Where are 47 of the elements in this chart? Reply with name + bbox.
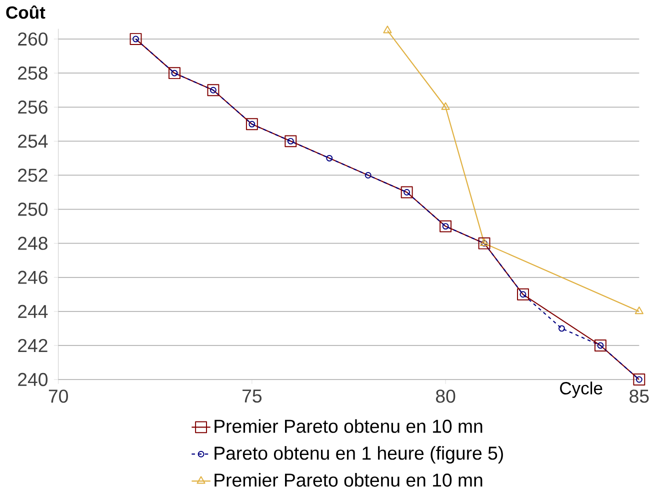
point (558, 325, 565, 332)
point (636, 376, 642, 383)
y-tick-label: 246 (18, 270, 48, 284)
point (400, 186, 413, 198)
point (130, 32, 142, 45)
y-tick-label: 256 (18, 100, 48, 114)
legend-label: Pareto obtenu en 1 heure (figure 5) (214, 446, 503, 464)
point (441, 102, 450, 110)
point (287, 138, 294, 144)
point (132, 36, 140, 42)
x-tick-label: 80 (436, 389, 456, 403)
y-tick-label: 244 (18, 304, 48, 318)
y-axis-title: Coût (6, 5, 46, 19)
point (478, 237, 490, 250)
point (404, 188, 410, 196)
point (440, 220, 452, 232)
point (284, 135, 297, 147)
x-axis-title: Cycle (560, 381, 602, 398)
y-tick-label: 248 (18, 236, 48, 250)
point (246, 118, 258, 130)
point (210, 86, 216, 94)
point (171, 70, 178, 76)
y-tick-label: 252 (18, 168, 48, 182)
point (442, 222, 449, 230)
y-tick-label: 260 (18, 32, 48, 46)
y-tick-label: 250 (18, 202, 48, 216)
x-tick-label: 70 (48, 389, 68, 403)
point (634, 306, 644, 314)
y-tick-label: 254 (18, 134, 48, 148)
point (597, 342, 604, 349)
point (248, 120, 256, 128)
point (633, 373, 646, 386)
point (517, 288, 529, 300)
y-tick-label: 240 (18, 372, 48, 386)
point (594, 339, 606, 352)
point (520, 290, 526, 298)
legend-label: Premier Pareto obtenu en 10 mn (214, 472, 482, 487)
point (168, 66, 180, 79)
point (364, 172, 372, 178)
point (383, 25, 392, 34)
point (207, 84, 220, 96)
point (326, 154, 333, 162)
x-tick-label: 85 (630, 389, 649, 403)
y-tick-label: 258 (18, 66, 48, 80)
x-tick-label: 75 (242, 389, 262, 402)
legend-label: Premier Pareto obtenu en 10 mn (214, 419, 482, 433)
y-tick-label: 242 (18, 338, 48, 352)
